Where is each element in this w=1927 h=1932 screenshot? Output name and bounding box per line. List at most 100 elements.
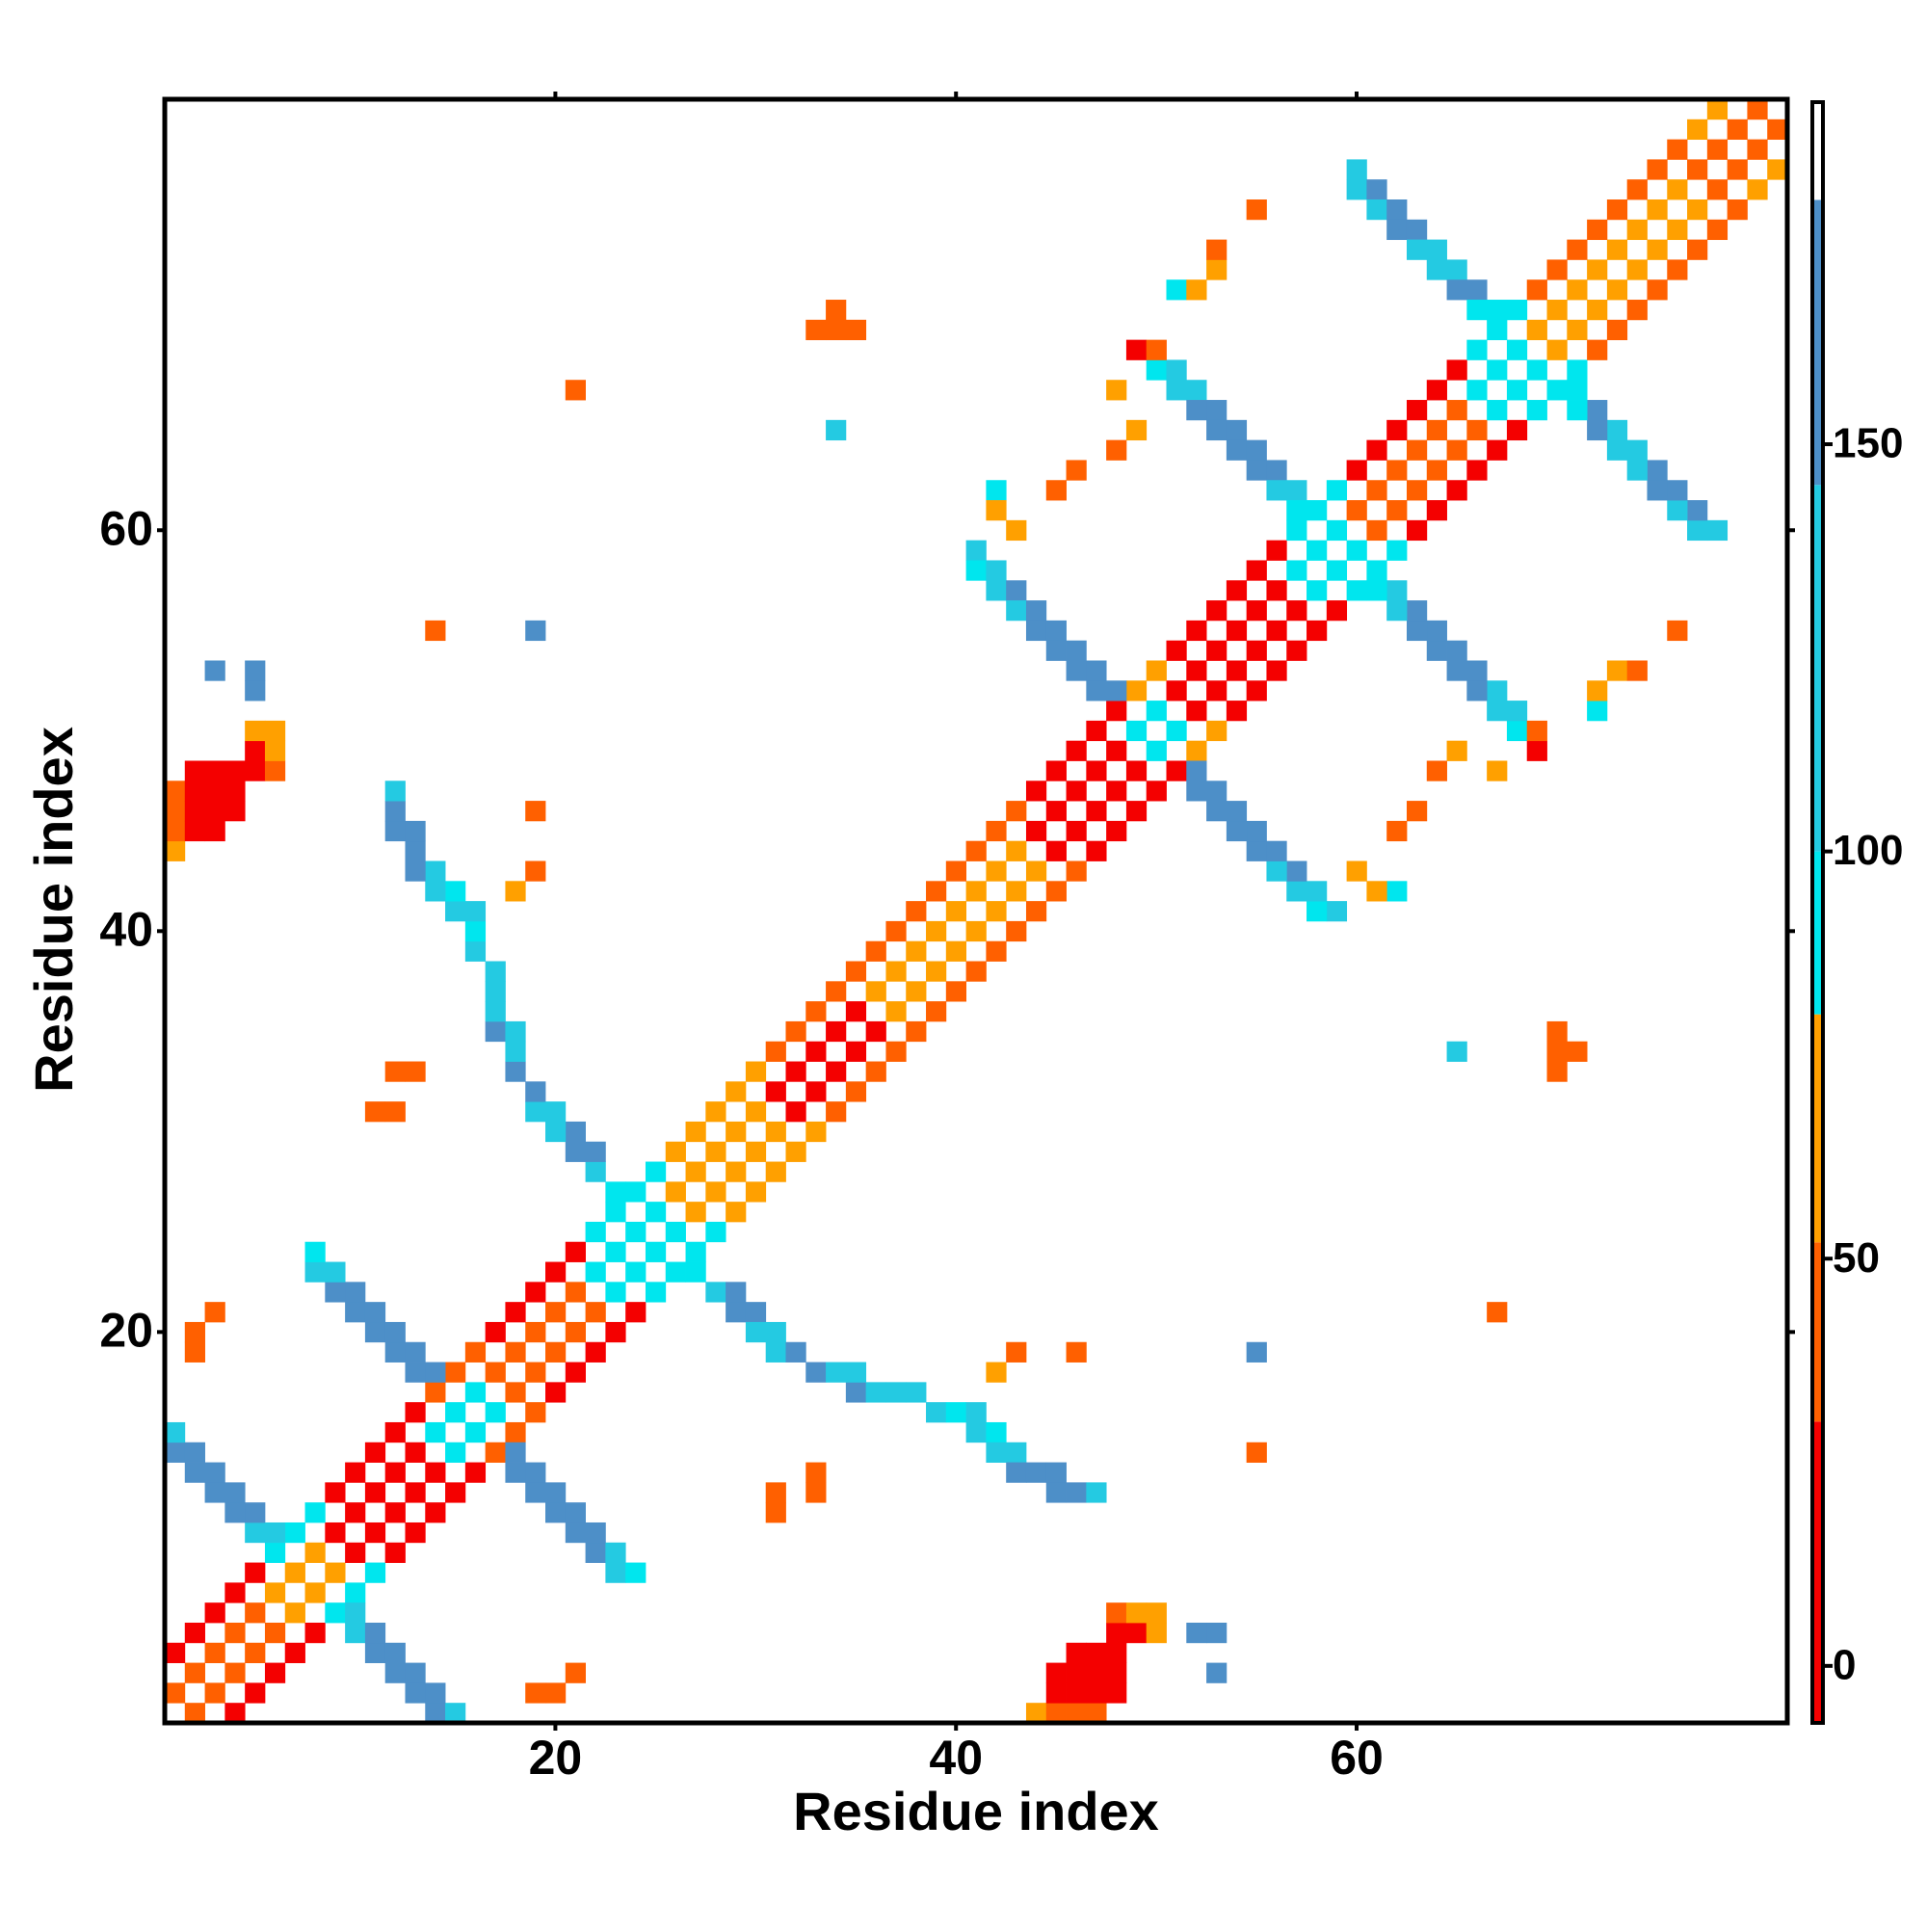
- heatmap-cell: [565, 1121, 586, 1143]
- heatmap-cell: [1125, 680, 1148, 701]
- heatmap-cell: [1706, 139, 1729, 160]
- heatmap-cell: [1226, 801, 1248, 822]
- heatmap-cell: [204, 760, 225, 781]
- heatmap-cell: [1266, 860, 1287, 882]
- heatmap-cell: [1206, 1622, 1227, 1644]
- colorbar-segment: [1812, 1421, 1823, 1723]
- heatmap-cell: [1626, 300, 1648, 321]
- heatmap-cell: [1125, 801, 1148, 822]
- heatmap-cell: [1186, 701, 1207, 722]
- heatmap-cell: [505, 881, 526, 902]
- heatmap-cell: [1006, 600, 1027, 622]
- heatmap-cell: [1426, 460, 1447, 481]
- heatmap-cell: [1206, 781, 1227, 802]
- heatmap-cell: [1286, 519, 1307, 542]
- heatmap-cell: [1626, 660, 1648, 681]
- heatmap-cell: [1326, 600, 1348, 622]
- heatmap-cell: [906, 1382, 927, 1403]
- heatmap-cell: [1206, 239, 1227, 260]
- heatmap-cell: [565, 1502, 586, 1523]
- heatmap-cell: [1647, 199, 1668, 221]
- heatmap-cell: [1246, 680, 1267, 701]
- heatmap-cell: [445, 1402, 466, 1423]
- heatmap-cell: [705, 1101, 726, 1123]
- heatmap-cell: [745, 1061, 767, 1082]
- heatmap-cell: [1045, 620, 1067, 642]
- colorbar-tick-label: 50: [1833, 1234, 1880, 1282]
- heatmap-cell: [986, 901, 1007, 922]
- heatmap-cell: [204, 1302, 225, 1323]
- heatmap-cell: [1025, 901, 1047, 922]
- heatmap-cell: [384, 801, 406, 822]
- heatmap-cell: [545, 1261, 567, 1283]
- heatmap-cell: [1487, 300, 1508, 321]
- heatmap-cell: [184, 1321, 205, 1343]
- heatmap-cell: [165, 820, 186, 842]
- heatmap-cell: [685, 1121, 706, 1143]
- heatmap-cell: [184, 1622, 205, 1644]
- heatmap-cell: [625, 1221, 647, 1243]
- heatmap-cell: [1226, 820, 1248, 842]
- heatmap-cell: [1066, 1682, 1087, 1704]
- heatmap-cell: [665, 1261, 686, 1283]
- heatmap-cell: [765, 1161, 786, 1182]
- heatmap-cell: [926, 1001, 947, 1022]
- heatmap-cell: [425, 860, 446, 882]
- heatmap-cell: [405, 1362, 426, 1383]
- heatmap-cell: [224, 760, 246, 781]
- heatmap-cell: [1366, 560, 1387, 581]
- heatmap-cell: [284, 1522, 305, 1544]
- heatmap-cell: [865, 1020, 886, 1043]
- heatmap-cell: [1146, 339, 1167, 360]
- heatmap-cell: [184, 1442, 205, 1463]
- heatmap-cell: [805, 319, 827, 341]
- heatmap-cell: [1006, 580, 1027, 601]
- heatmap-cell: [1307, 580, 1328, 601]
- heatmap-cell: [1567, 1041, 1588, 1062]
- heatmap-cell: [1446, 640, 1467, 661]
- heatmap-cell: [726, 1121, 747, 1143]
- heatmap-cell: [1246, 460, 1267, 481]
- heatmap-cell: [1647, 480, 1668, 501]
- heatmap-cell: [965, 540, 987, 561]
- heatmap-cell: [1546, 339, 1568, 360]
- heatmap-cell: [224, 1502, 246, 1523]
- heatmap-cell: [1086, 1482, 1107, 1503]
- heatmap-cell: [325, 1562, 346, 1583]
- heatmap-cell: [1526, 740, 1547, 761]
- heatmap-cell: [1567, 319, 1588, 341]
- heatmap-cell: [1487, 760, 1508, 781]
- heatmap-cell: [245, 740, 266, 761]
- heatmap-cell: [1587, 701, 1608, 722]
- heatmap-cell: [1526, 400, 1547, 421]
- heatmap-cell: [1086, 720, 1107, 742]
- heatmap-cell: [364, 1642, 386, 1663]
- heatmap-cell: [625, 1181, 647, 1203]
- heatmap-cell: [345, 1622, 366, 1644]
- heatmap-cell: [184, 820, 205, 842]
- heatmap-cell: [405, 1482, 426, 1503]
- heatmap-cell: [1286, 480, 1307, 501]
- heatmap-cell: [1146, 660, 1167, 681]
- heatmap-cell: [505, 1302, 526, 1323]
- heatmap-cell: [1366, 480, 1387, 501]
- heatmap-cell: [1006, 1442, 1027, 1463]
- heatmap-cell: [986, 480, 1007, 501]
- heatmap-cell: [945, 1402, 967, 1423]
- heatmap-cell: [1146, 701, 1167, 722]
- heatmap-cell: [865, 1382, 886, 1403]
- heatmap-cell: [906, 1020, 927, 1043]
- heatmap-cell: [1727, 199, 1748, 221]
- heatmap-cell: [585, 1261, 606, 1283]
- heatmap-cell: [1466, 339, 1488, 360]
- heatmap-cell: [845, 319, 867, 341]
- heatmap-cell: [765, 1502, 786, 1523]
- y-tick-label: 60: [99, 501, 153, 555]
- heatmap-cell: [1426, 640, 1447, 661]
- heatmap-cell: [1206, 419, 1227, 441]
- heatmap-cell: [525, 1282, 546, 1303]
- heatmap-cell: [1045, 640, 1067, 661]
- heatmap-cell: [545, 1121, 567, 1143]
- heatmap-cell: [1487, 400, 1508, 421]
- heatmap-cell: [785, 1341, 806, 1363]
